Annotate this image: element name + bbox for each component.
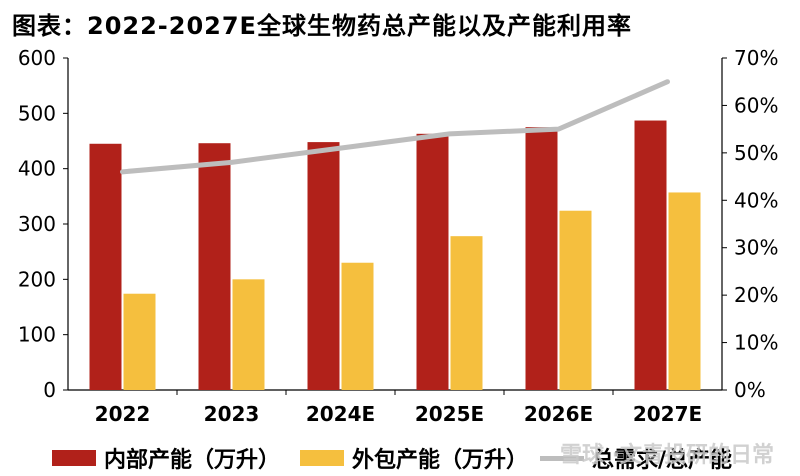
left-tick-label: 500: [18, 101, 56, 125]
x-tick-label: 2026E: [524, 402, 593, 426]
x-tick-label: 2025E: [415, 402, 484, 426]
bar-outsourced-2023: [232, 279, 265, 390]
x-tick-label: 2024E: [306, 402, 375, 426]
bar-internal-2023: [198, 143, 231, 390]
legend-item-outsourced: 外包产能（万升）: [300, 442, 528, 474]
left-tick-label: 600: [18, 46, 56, 70]
chart-title: 图表：2022-2027E全球生物药总产能以及产能利用率: [12, 12, 632, 40]
bar-outsourced-2022: [123, 293, 156, 390]
right-tick-label: 20%: [734, 283, 778, 307]
bar-internal-2026E: [525, 127, 558, 391]
right-tick-label: 30%: [734, 236, 778, 260]
right-tick-label: 40%: [734, 188, 778, 212]
legend-label-utilization: 总需求/总产能: [592, 448, 733, 473]
left-tick-label: 0: [43, 378, 56, 402]
right-tick-label: 60%: [734, 93, 778, 117]
right-tick-label: 70%: [734, 46, 778, 70]
right-tick-label: 0%: [734, 378, 766, 402]
x-tick-label: 2023: [204, 402, 260, 426]
legend-item-utilization: 总需求/总产能: [540, 442, 732, 474]
bar-outsourced-2027E: [668, 192, 701, 390]
left-tick-label: 300: [18, 212, 56, 236]
line-utilization: [120, 79, 670, 175]
bar-internal-2022: [89, 143, 122, 390]
left-tick-label: 200: [18, 267, 56, 291]
left-tick-label: 100: [18, 323, 56, 347]
legend-swatch-utilization: [540, 455, 584, 461]
bar-internal-2027E: [634, 120, 667, 390]
bar-outsourced-2025E: [450, 236, 483, 390]
bar-outsourced-2026E: [559, 210, 592, 390]
legend-swatch-outsourced: [300, 450, 344, 466]
x-tick-label: 2022: [95, 402, 151, 426]
right-tick-label: 10%: [734, 331, 778, 355]
bar-internal-2025E: [416, 133, 449, 390]
right-tick-label: 50%: [734, 141, 778, 165]
legend-swatch-internal: [52, 450, 96, 466]
legend-item-internal: 内部产能（万升）: [52, 442, 280, 474]
bar-outsourced-2024E: [341, 262, 374, 390]
left-tick-label: 400: [18, 157, 56, 181]
legend: 内部产能（万升） 外包产能（万升） 总需求/总产能: [0, 442, 800, 474]
bar-internal-2024E: [307, 142, 340, 390]
watermark: 雪球 ·文青投研的日常: [560, 443, 775, 468]
x-tick-label: 2027E: [633, 402, 702, 426]
legend-label-internal: 内部产能（万升）: [104, 448, 281, 473]
legend-label-outsourced: 外包产能（万升）: [352, 448, 529, 473]
